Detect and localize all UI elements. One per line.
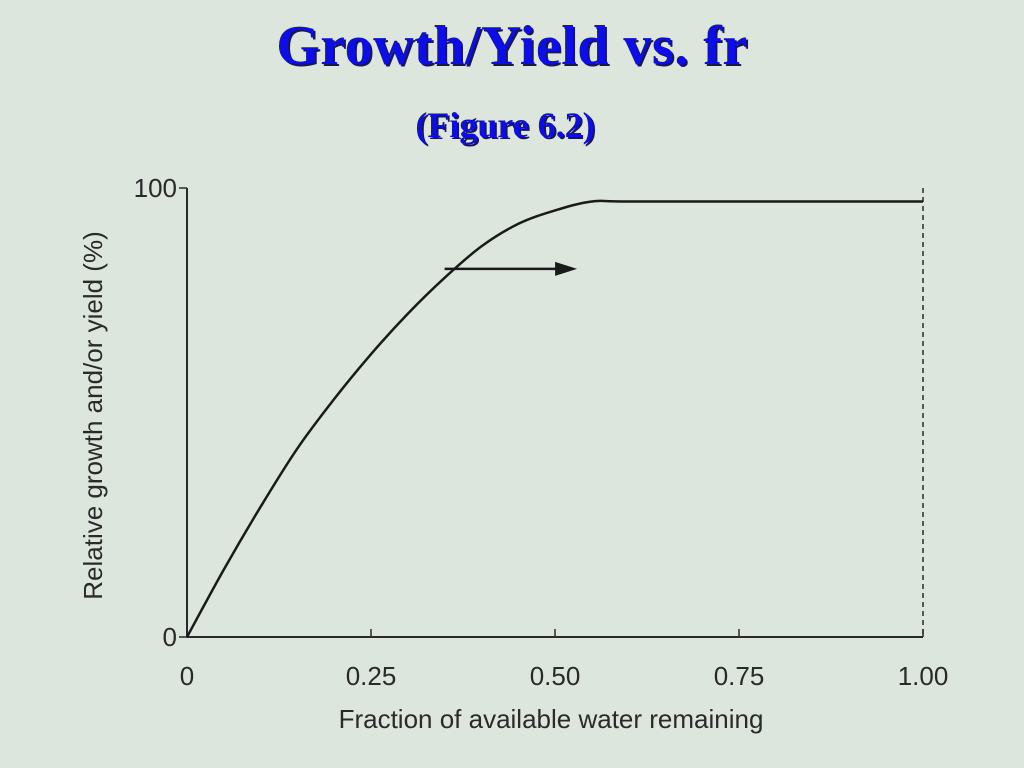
x-axis-label: Fraction of available water remaining	[339, 704, 764, 734]
x-tick-label: 1.00	[898, 661, 949, 691]
x-tick-label: 0.50	[530, 661, 581, 691]
y-tick-label: 100	[134, 173, 177, 203]
x-tick-label: 0.75	[714, 661, 765, 691]
series-line	[185, 199, 923, 638]
y-axis-label: Relative growth and/or yield (%)	[78, 231, 108, 600]
x-tick-label: 0.25	[346, 661, 397, 691]
slide-title: Growth/Yield vs. fr	[276, 15, 748, 77]
y-tick-label: 0	[163, 622, 177, 652]
slide-subtitle: (Figure 6.2)	[415, 105, 595, 145]
arrow-head	[555, 261, 578, 276]
x-tick-label: 0	[180, 661, 194, 691]
